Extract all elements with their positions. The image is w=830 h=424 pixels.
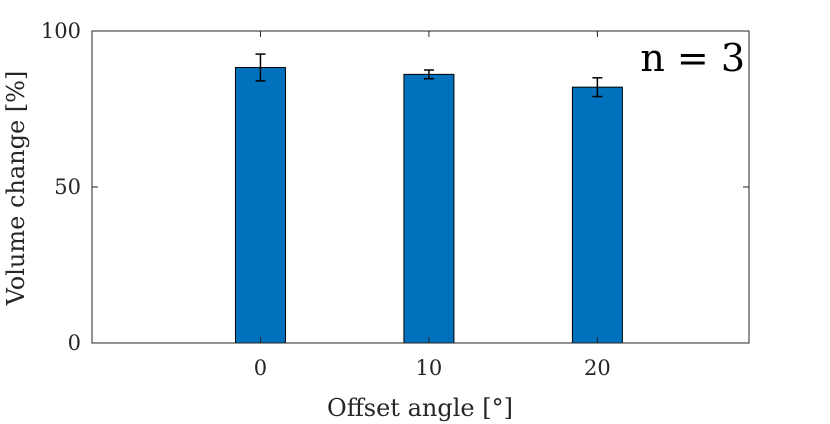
x-axis-title: Offset angle [°] <box>327 394 513 422</box>
x-tick-label: 10 <box>416 356 443 380</box>
bar-0 <box>234 67 286 344</box>
x-tick-label: 20 <box>584 356 611 380</box>
y-axis-title: Volume change [%] <box>2 71 30 307</box>
bar-10 <box>403 73 455 344</box>
x-tick-label: 0 <box>254 356 267 380</box>
error-bar-10 <box>423 69 434 80</box>
bar-20 <box>571 86 623 344</box>
error-bar-20 <box>592 77 603 98</box>
sample-size-annotation: n = 3 <box>640 36 745 80</box>
y-tick-label: 0 <box>68 331 81 355</box>
axis-ticks: 0 50 100 0 10 20 <box>41 19 749 380</box>
chart-marks <box>234 53 623 344</box>
y-tick-label: 50 <box>54 175 81 199</box>
error-bar-0 <box>255 53 266 82</box>
y-tick-label: 100 <box>41 19 81 43</box>
